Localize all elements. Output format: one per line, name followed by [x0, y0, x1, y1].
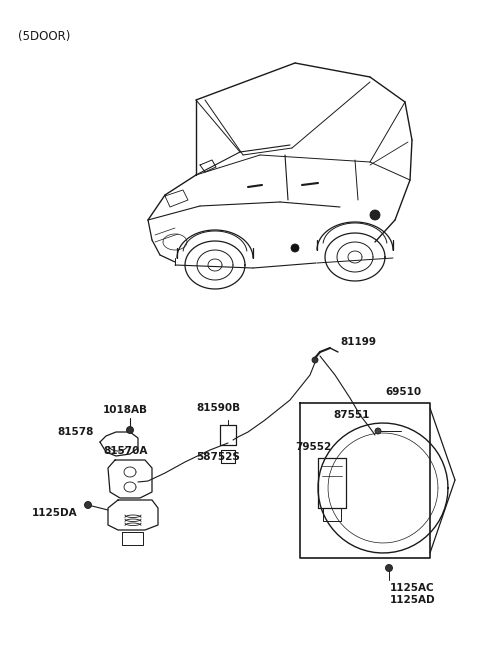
Circle shape	[127, 426, 133, 434]
Text: 81590B: 81590B	[196, 403, 240, 413]
Text: (5DOOR): (5DOOR)	[18, 30, 71, 43]
Circle shape	[312, 357, 318, 363]
Text: 81578: 81578	[57, 427, 94, 437]
Text: 1125DA: 1125DA	[32, 508, 78, 518]
Text: 1125AD: 1125AD	[390, 595, 436, 605]
Circle shape	[84, 501, 92, 508]
Text: 1125AC: 1125AC	[390, 583, 434, 593]
Circle shape	[370, 210, 380, 220]
Text: 1018AB: 1018AB	[103, 405, 148, 415]
Text: 69510: 69510	[385, 387, 421, 397]
Text: 79552: 79552	[295, 442, 331, 452]
Text: 81570A: 81570A	[103, 446, 147, 456]
Circle shape	[375, 428, 381, 434]
Circle shape	[291, 244, 299, 252]
Circle shape	[385, 565, 393, 571]
Text: 81199: 81199	[340, 337, 376, 347]
Text: 58752S: 58752S	[196, 452, 240, 462]
Text: 87551: 87551	[333, 410, 370, 420]
